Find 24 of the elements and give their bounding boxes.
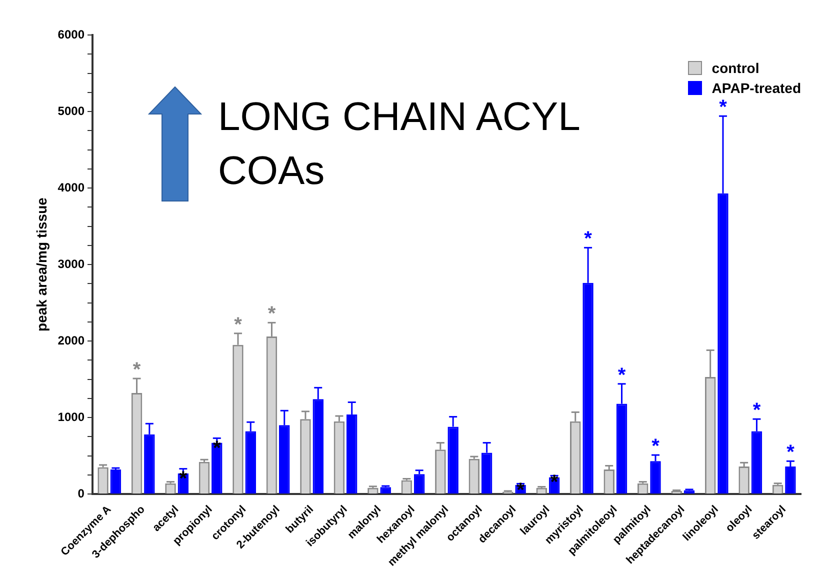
legend-label: control xyxy=(712,60,760,76)
annotation: * xyxy=(618,364,626,386)
y-tick-label: 2000 xyxy=(58,333,85,348)
annotation: * xyxy=(234,314,242,336)
annotation: * xyxy=(752,400,761,422)
annotation: * xyxy=(516,479,525,502)
annotation: LONG CHAIN ACYL COAs xyxy=(218,94,580,195)
annotation: * xyxy=(550,472,558,494)
y-axis-title: peak area/mg tissue xyxy=(33,197,50,332)
y-tick-label: 0 xyxy=(78,486,85,500)
y-tick-label: 4000 xyxy=(58,180,85,194)
legend-label: APAP-treated xyxy=(712,80,801,96)
annotation: * xyxy=(268,303,276,326)
annotation: * xyxy=(719,96,728,119)
annotation: * xyxy=(786,442,795,464)
annotation: * xyxy=(652,436,660,458)
annotation: * xyxy=(584,228,592,250)
annotation: * xyxy=(179,468,188,490)
y-tick-label: 3000 xyxy=(58,256,85,271)
annotation: * xyxy=(213,437,222,460)
annotation: * xyxy=(132,359,141,382)
y-tick-label: 6000 xyxy=(58,27,85,42)
y-tick-label: 5000 xyxy=(58,104,85,118)
y-tick-label: 1000 xyxy=(58,410,85,424)
